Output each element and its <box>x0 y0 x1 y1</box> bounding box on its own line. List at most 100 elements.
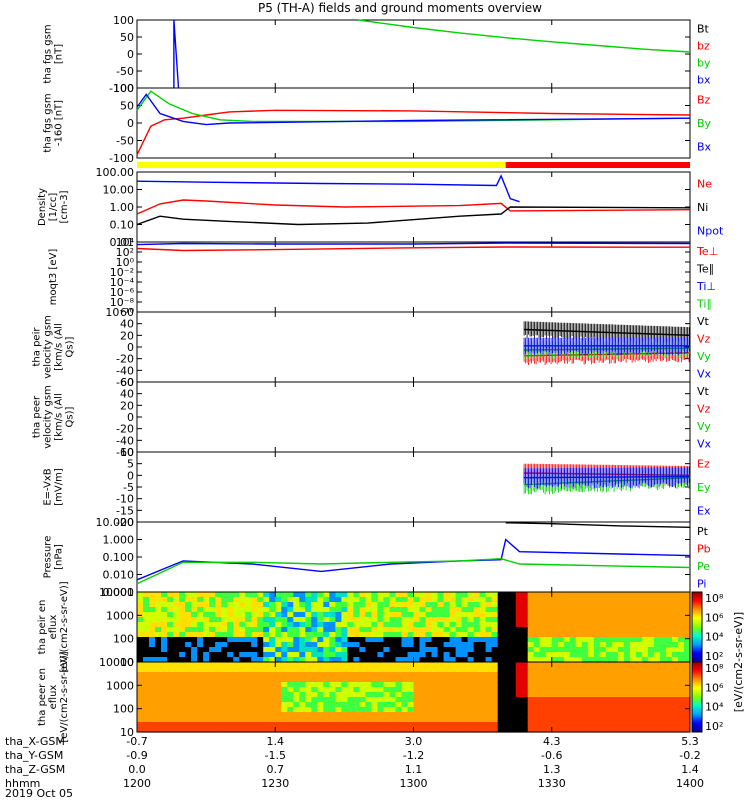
spectrogram-cell <box>377 602 384 608</box>
spectrogram-cell <box>653 707 661 713</box>
spectrogram-cell <box>455 612 463 618</box>
spectrogram-cell <box>581 632 589 638</box>
spectrogram-cell <box>185 677 192 683</box>
spectrogram-cell <box>149 707 156 713</box>
spectrogram-cell <box>197 672 204 678</box>
spectrogram-cell <box>287 627 294 633</box>
spectrogram-cell <box>449 592 457 598</box>
spectrogram-cell <box>389 627 397 633</box>
spectrogram-cell <box>623 627 631 633</box>
spectrogram-cell <box>275 642 282 648</box>
y-tick-label: 1.000 <box>103 534 135 547</box>
spectrogram-cell <box>557 717 565 723</box>
x-axis-row-label: tha_Z-GSM <box>5 763 65 776</box>
spectrogram-cell <box>185 712 192 718</box>
spectrogram-cell <box>371 597 378 603</box>
spectrogram-cell <box>479 592 487 598</box>
spectrogram-cell <box>491 592 499 598</box>
spectrogram-cell <box>485 717 493 723</box>
spectrogram-cell <box>425 642 433 648</box>
spectrogram-cell <box>497 607 505 613</box>
spectrogram-cell <box>527 672 535 678</box>
spectrogram-cell <box>678 627 685 633</box>
spectrogram-cell <box>329 677 336 683</box>
spectrogram-cell <box>137 607 144 613</box>
spectrogram-cell <box>239 632 246 638</box>
spectrogram-cell <box>605 597 613 603</box>
spectrogram-cell <box>557 602 565 608</box>
spectrogram-cell <box>563 592 571 598</box>
y-tick-label: 0.010 <box>103 569 135 582</box>
spectrogram-cell <box>359 692 366 698</box>
spectrogram-cell <box>185 597 192 603</box>
spectrogram-cell <box>305 622 312 628</box>
spectrogram-cell <box>353 707 360 713</box>
spectrogram-cell <box>287 707 294 713</box>
spectrogram-cell <box>659 717 667 723</box>
spectrogram-cell <box>413 662 421 668</box>
spectrogram-cell <box>539 722 547 728</box>
spectrogram-cell <box>635 607 643 613</box>
spectrogram-cell <box>407 622 415 628</box>
spectrogram-cell <box>563 712 571 718</box>
spectrogram-cell <box>335 602 342 608</box>
spectrogram-cell <box>341 722 348 728</box>
spectrogram-cell <box>539 672 547 678</box>
spectrogram-cell <box>329 667 336 673</box>
spectrogram-cell <box>593 612 601 618</box>
spectrogram-cell <box>395 617 403 623</box>
spectrogram-cell <box>587 707 595 713</box>
spectrogram-cell <box>581 717 589 723</box>
spectrogram-cell <box>227 697 234 703</box>
spectrogram-cell <box>647 612 655 618</box>
spectrogram-cell <box>533 687 541 693</box>
spectrogram-cell <box>281 597 288 603</box>
spectrogram-cell <box>587 642 595 648</box>
spectrogram-cell <box>419 657 427 663</box>
spectrogram-cell <box>287 687 294 693</box>
spectrogram-cell <box>323 687 330 693</box>
spectrogram-cell <box>473 672 481 678</box>
spectrogram-cell <box>617 707 625 713</box>
spectrogram-cell <box>155 662 162 668</box>
spectrogram-cell <box>641 707 649 713</box>
spectrogram-cell <box>443 637 451 643</box>
spectrogram-cell <box>155 622 162 628</box>
spectrogram-cell <box>635 707 643 713</box>
spectrogram-cell <box>371 612 378 618</box>
spectrogram-cell <box>617 632 625 638</box>
spectrogram-cell <box>323 682 330 688</box>
spectrogram-cell <box>659 642 667 648</box>
spectrogram-cell <box>641 597 649 603</box>
spectrogram-cell <box>239 707 246 713</box>
spectrogram-cell <box>431 662 439 668</box>
spectrogram-cell <box>371 622 378 628</box>
spectrogram-cell <box>605 687 613 693</box>
x-axis-value: 0.7 <box>267 763 285 776</box>
spectrogram-cell <box>239 657 246 663</box>
spectrogram-cell <box>305 642 312 648</box>
spectrogram-cell <box>575 707 583 713</box>
spectrogram-cell <box>461 717 469 723</box>
spectrogram-cell <box>317 722 324 728</box>
y-tick-label: 10 <box>120 656 134 669</box>
spectrogram-cell <box>179 597 186 603</box>
spectrogram-cell <box>569 637 577 643</box>
spectrogram-cell <box>143 712 150 718</box>
spectrogram-cell <box>563 637 571 643</box>
spectrogram-cell <box>137 697 144 703</box>
spectrogram-cell <box>509 632 517 638</box>
spectrogram-cell <box>257 722 264 728</box>
spectrogram-cell <box>413 602 421 608</box>
spectrogram-cell <box>245 642 252 648</box>
y-axis-label-line: tha peer en <box>37 668 48 726</box>
spectrogram-cell <box>413 592 421 598</box>
spectrogram-cell <box>653 727 661 733</box>
spectrogram-cell <box>425 622 433 628</box>
series-bx <box>173 19 180 89</box>
spectrogram-cell <box>203 697 210 703</box>
spectrogram-cell <box>623 637 631 643</box>
spectrogram-cell <box>203 677 210 683</box>
spectrogram-cell <box>653 677 661 683</box>
spectrogram-cell <box>245 607 252 613</box>
